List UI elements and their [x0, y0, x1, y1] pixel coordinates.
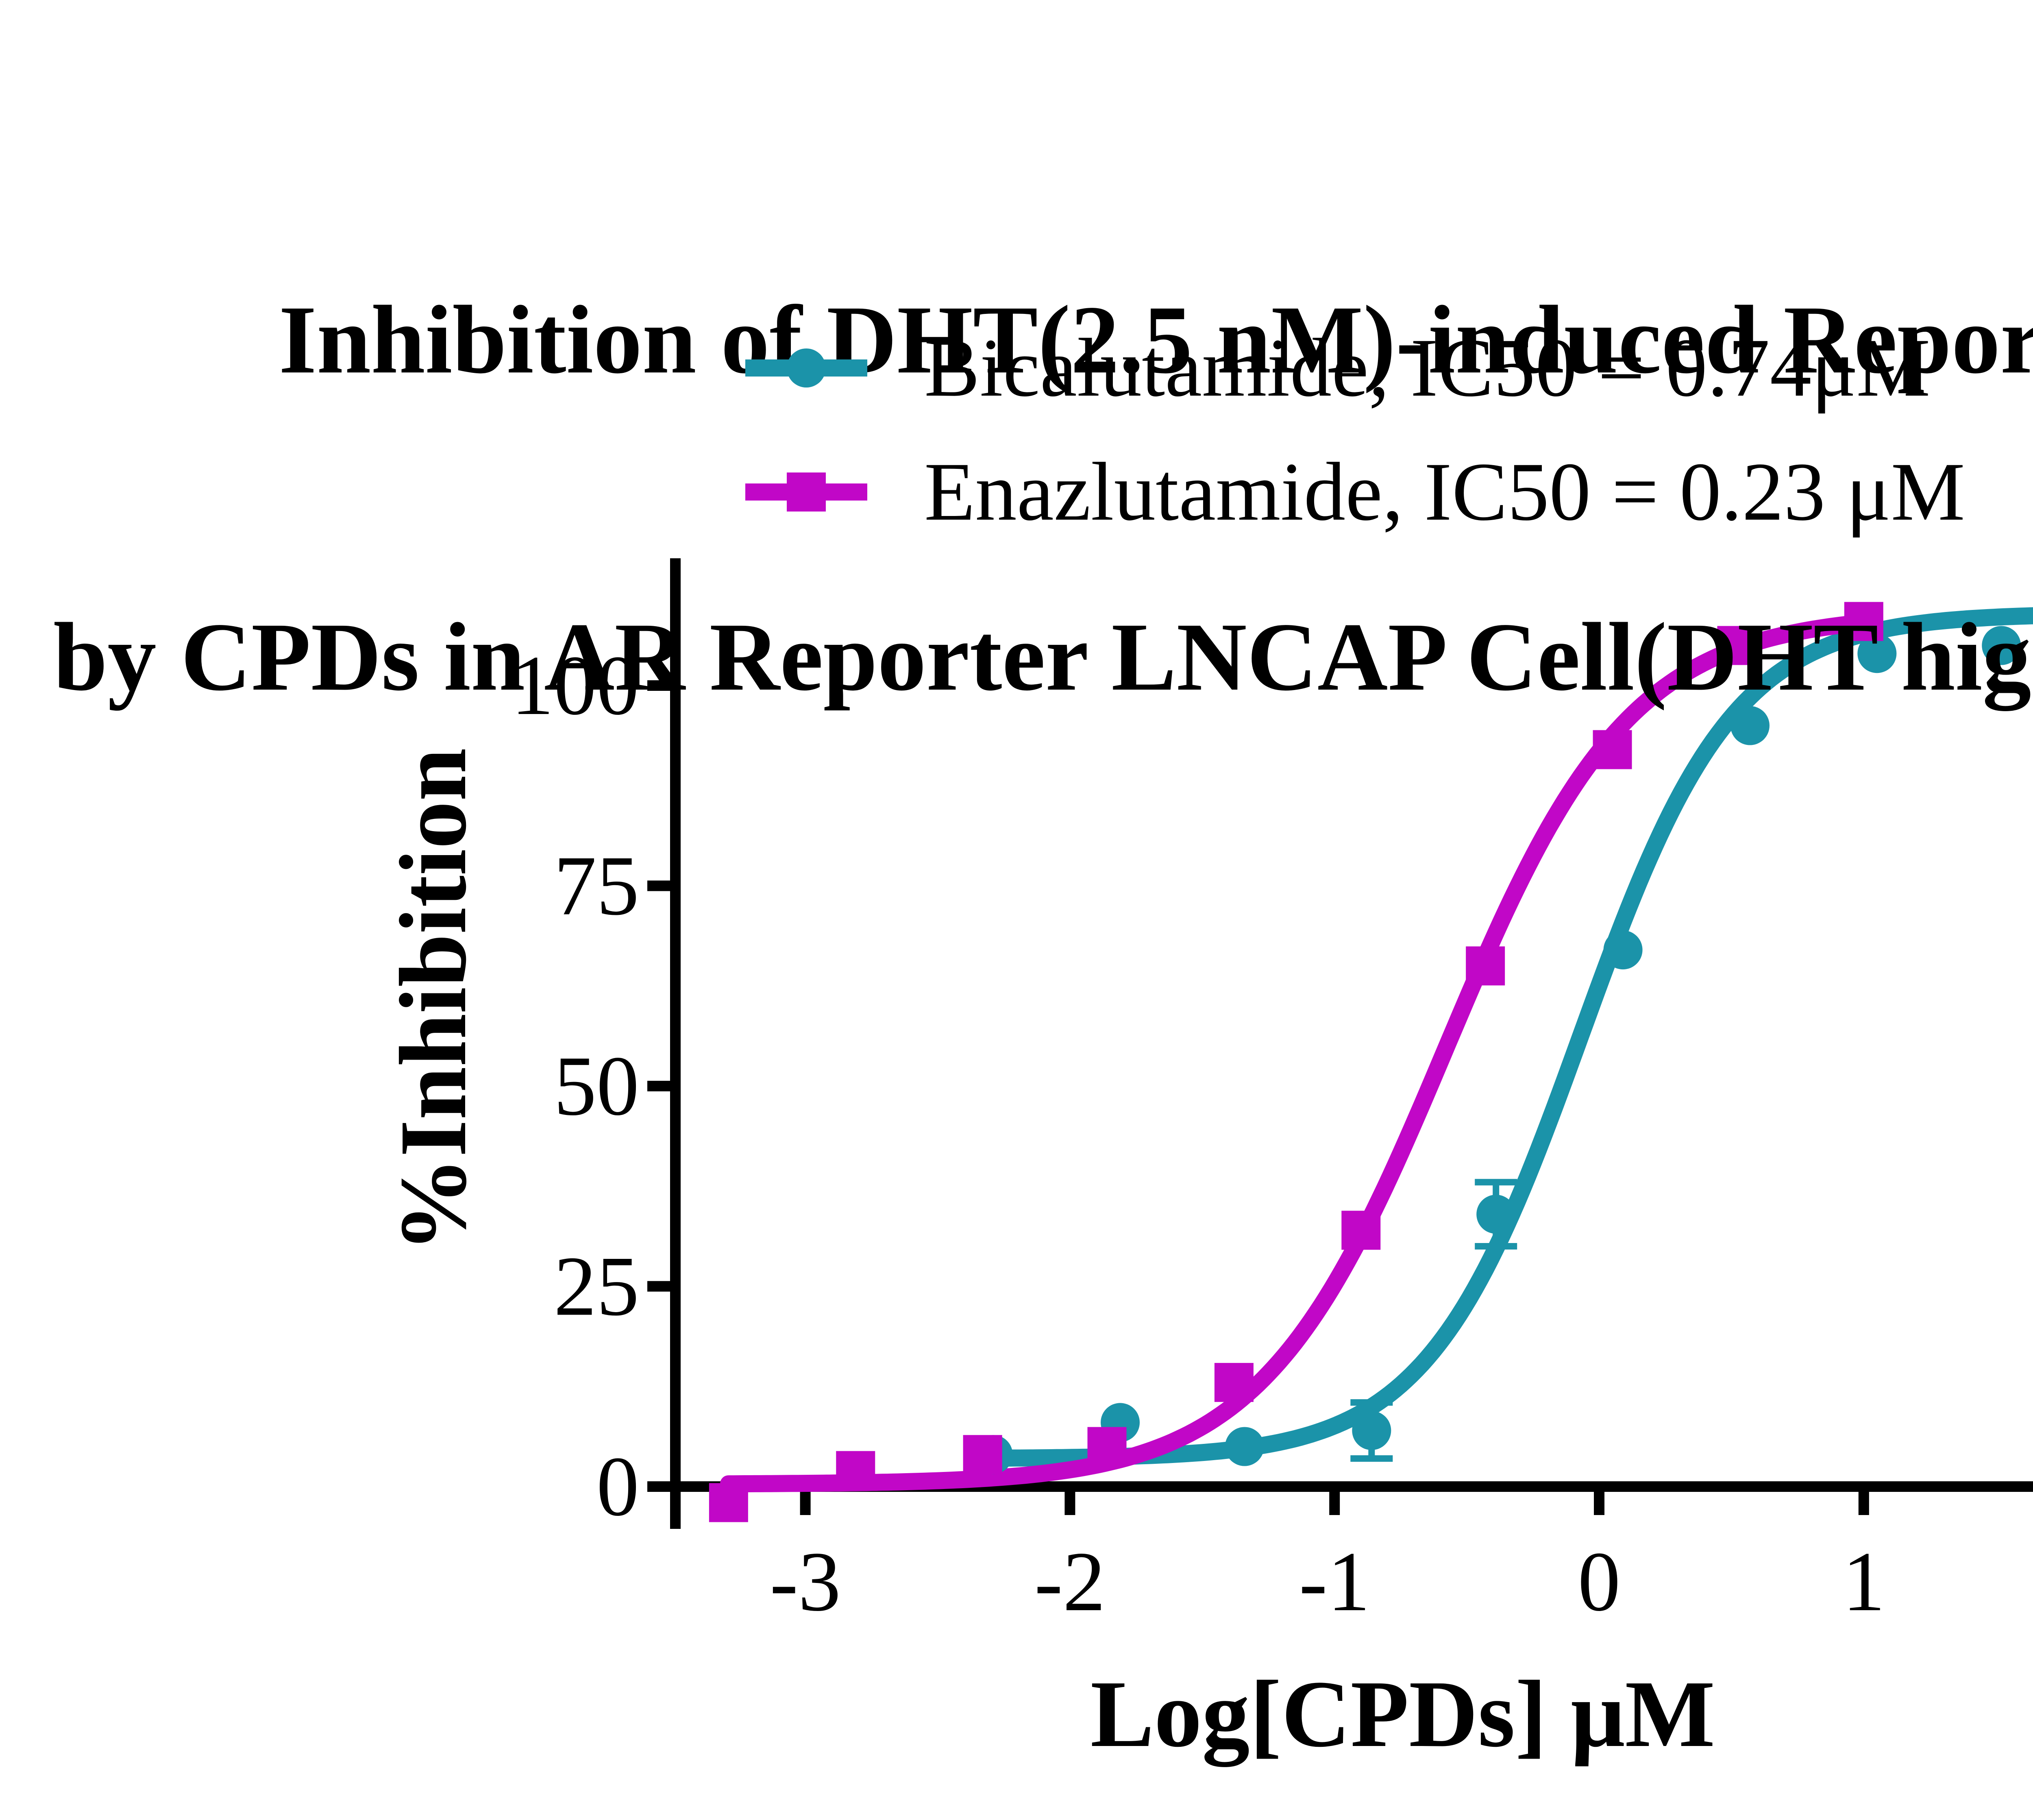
x-tick-label: 1	[1842, 1535, 1885, 1629]
y-tick-label: 0	[596, 1439, 639, 1534]
legend-label-bicalutamide: Bicalutamide, IC50 = 0.74μM	[924, 322, 1931, 414]
data-point-square	[709, 1483, 748, 1522]
chart-title: Inhibition of DHT(2.5 nM)-induced Report…	[0, 75, 2033, 921]
data-point-circle	[1352, 1411, 1391, 1450]
y-axis-title: %Inhibition	[380, 748, 486, 1253]
data-point-square	[1087, 1427, 1127, 1466]
legend-item-bicalutamide: Bicalutamide, IC50 = 0.74μM	[745, 325, 1965, 411]
y-tick-label: 100	[511, 638, 639, 733]
legend-label-enazlutamide: Enazlutamide, IC50 = 0.23 μM	[924, 446, 1965, 538]
fit-curve-square	[720, 614, 1870, 1493]
data-point-square	[1214, 1363, 1254, 1402]
data-point-square	[1844, 602, 1883, 641]
data-point-circle	[1982, 626, 2021, 665]
x-axis-title: Log[CPDs] μM	[1090, 1661, 1715, 1767]
data-point-circle	[1476, 1195, 1516, 1234]
legend-marker-bicalutamide	[745, 346, 867, 390]
x-tick-label: -2	[1034, 1535, 1106, 1629]
x-tick-label: -3	[770, 1535, 841, 1629]
y-tick-label: 50	[554, 1039, 639, 1133]
x-tick-label: 0	[1578, 1535, 1621, 1629]
data-point-square	[1341, 1210, 1381, 1250]
legend-marker-enazlutamide	[745, 470, 867, 514]
data-point-circle	[1730, 706, 1770, 745]
data-point-square	[963, 1435, 1002, 1474]
x-tick-label: -1	[1299, 1535, 1370, 1629]
data-point-square	[1466, 946, 1505, 986]
data-point-square	[1717, 626, 1757, 665]
chart-title-line2: by CPDs in AR Reporter LNCAP Cell(DHT hi…	[53, 603, 2033, 711]
data-point-circle	[1225, 1427, 1264, 1466]
legend-item-enazlutamide: Enazlutamide, IC50 = 0.23 μM	[745, 449, 1965, 535]
data-point-square	[1593, 730, 1632, 769]
square-marker-icon	[787, 472, 826, 512]
y-tick-label: 25	[554, 1239, 639, 1334]
data-point-circle	[1603, 930, 1643, 970]
legend: Bicalutamide, IC50 = 0.74μM Enazlutamide…	[745, 325, 1965, 573]
circle-marker-icon	[787, 348, 826, 388]
fit-curve-circle	[974, 607, 2033, 1467]
data-point-circle	[1857, 634, 1897, 673]
data-point-square	[836, 1451, 875, 1490]
chart-title-line1: Inhibition of DHT(2.5 nM)-induced Report…	[279, 285, 2033, 394]
y-tick-label: 75	[554, 839, 639, 933]
